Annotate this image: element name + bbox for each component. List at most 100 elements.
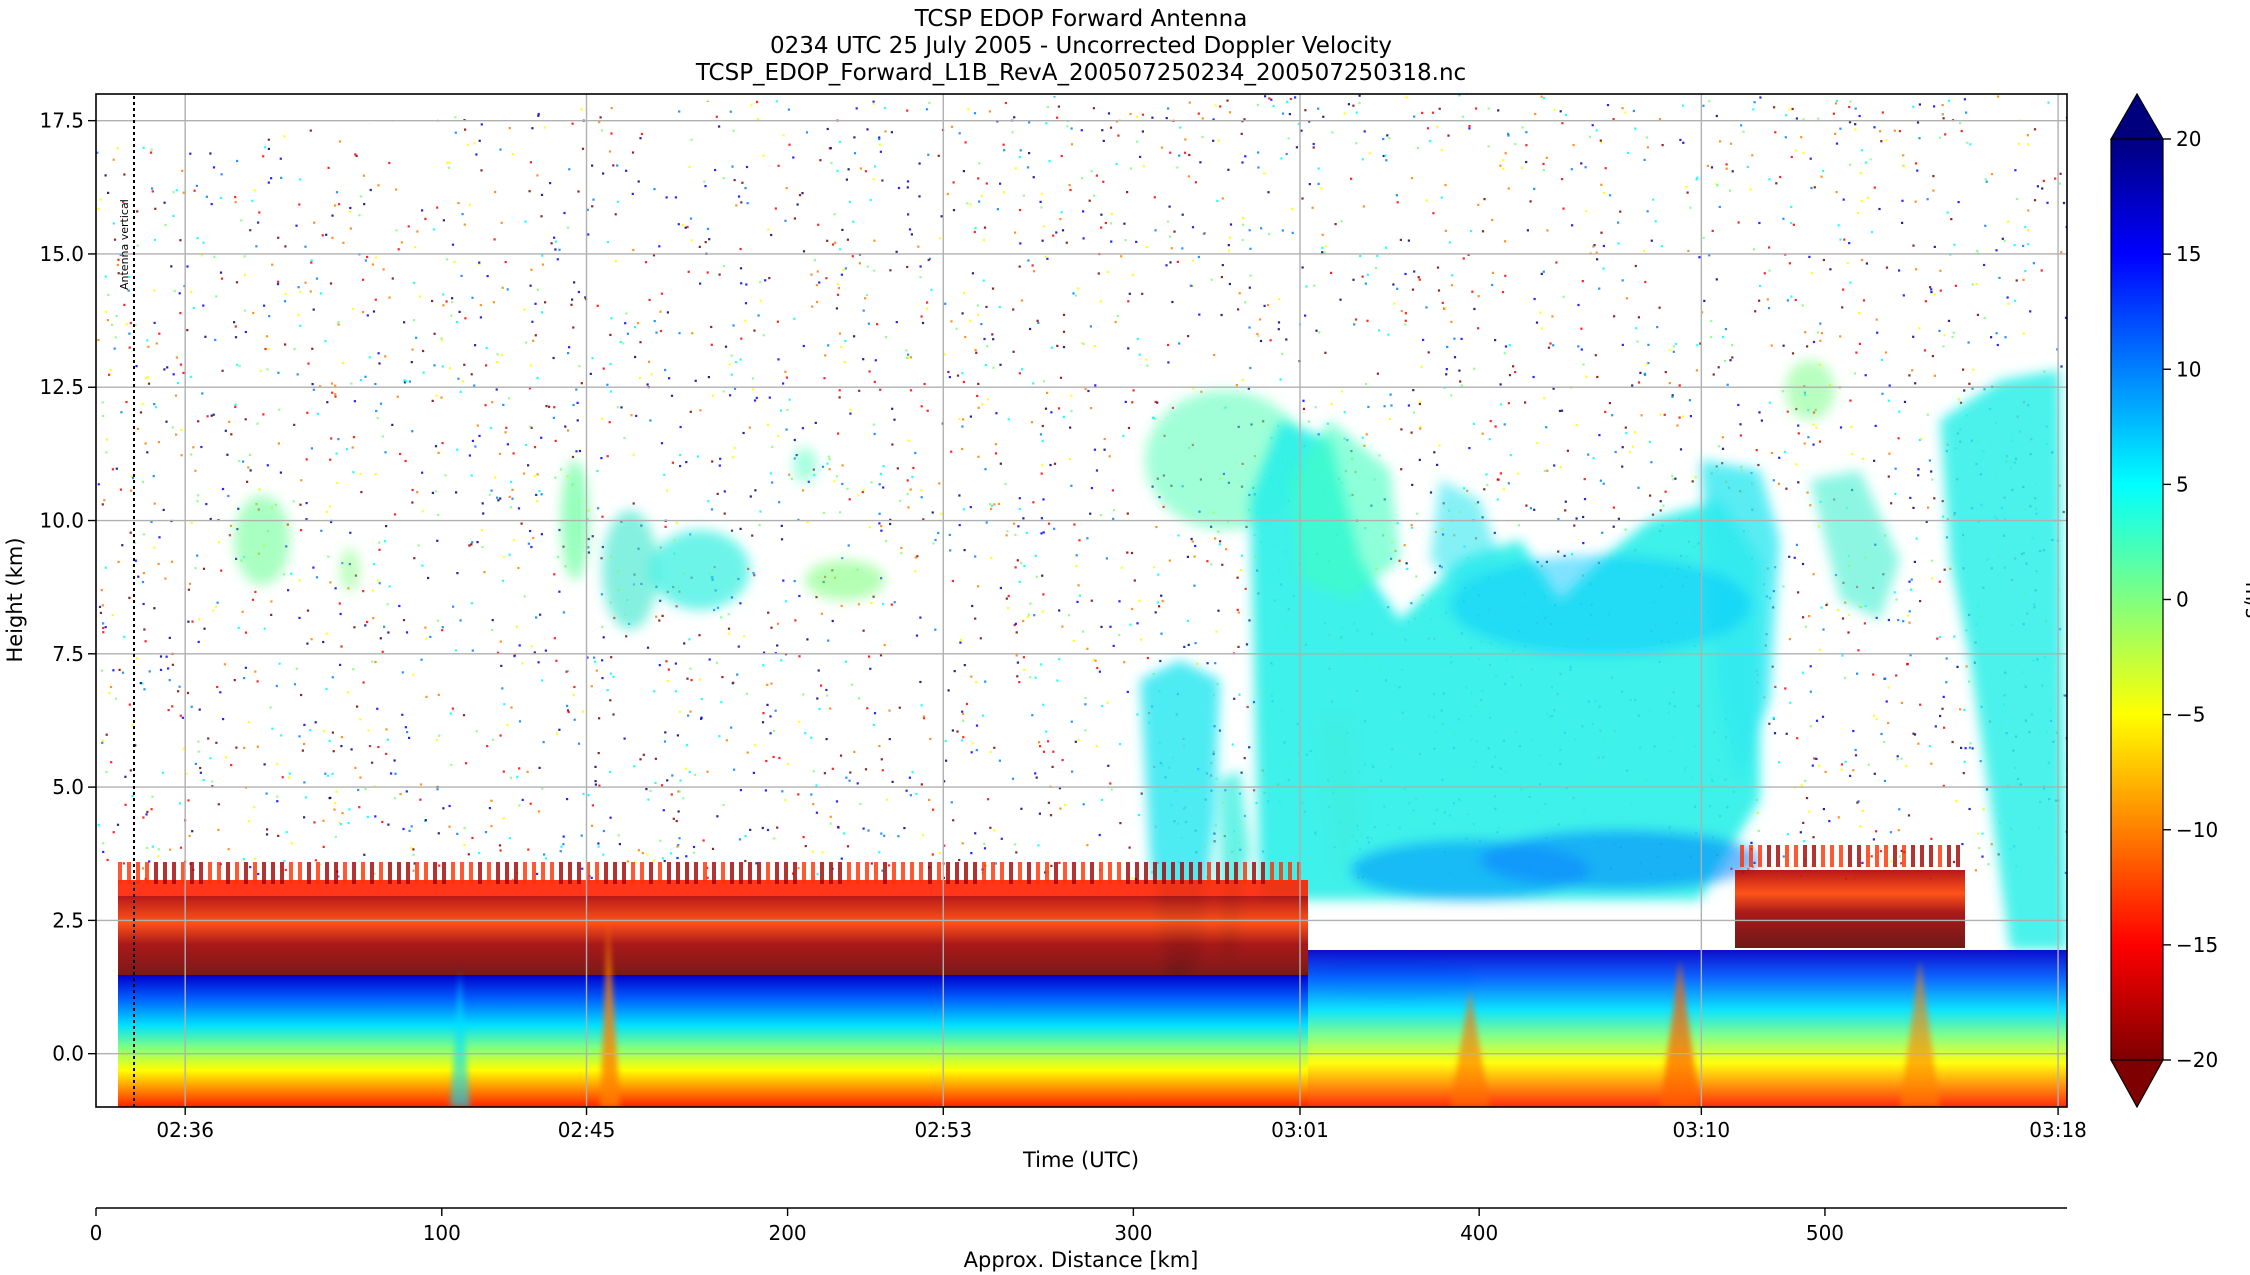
noise-dot [1540, 95, 1543, 98]
noise-dot [204, 335, 207, 338]
noise-dot [181, 716, 184, 719]
noise-dot [2007, 220, 2010, 223]
noise-dot [1027, 613, 1030, 616]
noise-dot [1542, 162, 1545, 165]
noise-dot [1421, 111, 1424, 114]
noise-dot [1013, 843, 1017, 846]
noise-dot [1190, 284, 1194, 288]
noise-dot [858, 697, 861, 700]
noise-dot [821, 851, 824, 854]
band-stripe [1108, 862, 1112, 884]
noise-dot [923, 382, 926, 386]
noise-dot [1559, 466, 1562, 469]
band-stripe [127, 862, 131, 884]
noise-dot [994, 452, 998, 455]
noise-dot [991, 287, 995, 290]
noise-dot [1499, 164, 1502, 167]
noise-dot [998, 759, 1001, 762]
band-stripe [1072, 862, 1076, 884]
noise-dot [1696, 344, 1699, 347]
noise-dot [397, 248, 400, 251]
noise-dot [322, 819, 325, 822]
noise-dot [582, 792, 585, 795]
noise-dot [1695, 178, 1698, 181]
chart-title-line-3: TCSP_EDOP_Forward_L1B_RevA_200507250234_… [695, 60, 1466, 86]
noise-dot [1938, 136, 1941, 139]
noise-dot [119, 253, 122, 257]
noise-dot [379, 402, 383, 405]
noise-dot [1104, 221, 1107, 225]
noise-dot [1815, 757, 1818, 760]
noise-dot [349, 227, 352, 230]
noise-dot [1788, 555, 1791, 558]
noise-dot [1218, 729, 1221, 732]
noise-dot [679, 779, 682, 782]
noise-dot [1525, 160, 1528, 164]
noise-dot [1181, 247, 1184, 250]
noise-dot [449, 712, 452, 715]
noise-dot [1281, 229, 1284, 232]
noise-dot [1679, 138, 1682, 141]
noise-dot [1580, 348, 1583, 351]
noise-dot [471, 296, 474, 299]
noise-dot [267, 347, 270, 350]
noise-dot [329, 458, 332, 461]
noise-dot [1564, 500, 1567, 503]
noise-dot [529, 425, 532, 428]
noise-dot [762, 154, 765, 157]
noise-dot [1110, 240, 1113, 243]
noise-dot [1005, 534, 1008, 537]
noise-dot [1909, 496, 1912, 499]
noise-dot [511, 488, 514, 491]
noise-dot [679, 453, 682, 456]
noise-dot [1832, 112, 1835, 115]
noise-dot [1902, 620, 1905, 623]
noise-dot [1173, 230, 1176, 233]
noise-dot [1943, 334, 1946, 337]
noise-dot [993, 746, 996, 749]
noise-dot [2032, 262, 2035, 265]
noise-dot [1451, 274, 1454, 277]
noise-dot [437, 451, 440, 454]
noise-dot [1052, 234, 1055, 237]
noise-dot [963, 549, 966, 552]
noise-dot [532, 536, 535, 539]
noise-dot [2022, 244, 2025, 248]
noise-dot [101, 503, 104, 506]
noise-dot [659, 329, 663, 333]
noise-dot [336, 481, 339, 484]
noise-dot [1062, 346, 1066, 349]
noise-dot [745, 692, 748, 695]
noise-dot [688, 770, 691, 774]
noise-dot [727, 613, 730, 616]
noise-dot [1975, 282, 1978, 285]
noise-dot [975, 724, 979, 727]
noise-dot [1912, 244, 1915, 247]
noise-dot [782, 382, 785, 385]
noise-dot [1369, 152, 1372, 155]
noise-dot [162, 508, 165, 511]
noise-dot [1237, 645, 1240, 648]
noise-dot [527, 848, 530, 851]
noise-dot [758, 524, 761, 527]
noise-dot [869, 667, 872, 670]
noise-dot [962, 736, 965, 739]
noise-dot [450, 314, 453, 317]
noise-dot [150, 520, 153, 523]
noise-dot [297, 286, 300, 289]
noise-dot [1801, 304, 1804, 307]
noise-dot [952, 819, 955, 822]
noise-dot [1685, 185, 1688, 189]
noise-dot [1847, 631, 1850, 634]
noise-dot [284, 292, 287, 296]
noise-dot [740, 201, 743, 204]
noise-dot [1491, 218, 1494, 222]
noise-dot [1985, 788, 1989, 791]
noise-dot [175, 433, 178, 436]
noise-dot [146, 846, 149, 849]
noise-dot [1157, 573, 1160, 576]
noise-dot [981, 403, 984, 406]
noise-dot [1199, 161, 1202, 164]
noise-dot [844, 660, 847, 663]
noise-dot [754, 489, 757, 492]
